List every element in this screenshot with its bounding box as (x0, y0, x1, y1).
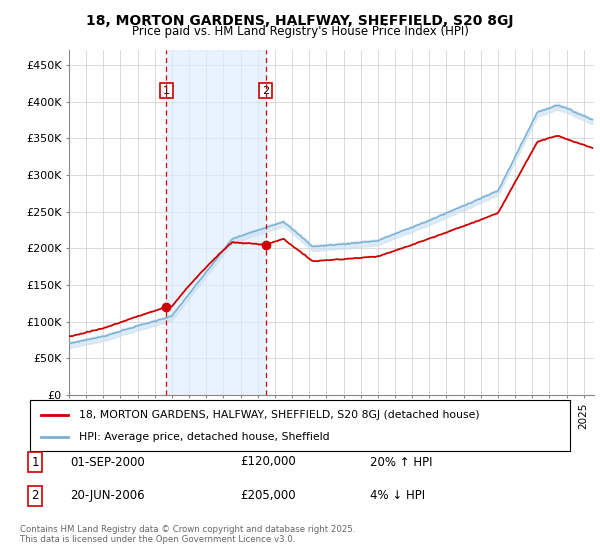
Text: HPI: Average price, detached house, Sheffield: HPI: Average price, detached house, Shef… (79, 432, 329, 442)
Text: 20% ↑ HPI: 20% ↑ HPI (370, 455, 433, 469)
Text: 20-JUN-2006: 20-JUN-2006 (70, 489, 145, 502)
Text: £205,000: £205,000 (240, 489, 296, 502)
Bar (166, 50, 266, 395)
Text: 1: 1 (163, 86, 170, 96)
Text: 1: 1 (31, 455, 39, 469)
Text: 18, MORTON GARDENS, HALFWAY, SHEFFIELD, S20 8GJ: 18, MORTON GARDENS, HALFWAY, SHEFFIELD, … (86, 14, 514, 28)
Text: Contains HM Land Registry data © Crown copyright and database right 2025.
This d: Contains HM Land Registry data © Crown c… (20, 525, 355, 544)
Text: £120,000: £120,000 (240, 455, 296, 469)
Text: 01-SEP-2000: 01-SEP-2000 (70, 455, 145, 469)
Text: Price paid vs. HM Land Registry's House Price Index (HPI): Price paid vs. HM Land Registry's House … (131, 25, 469, 38)
Text: 4% ↓ HPI: 4% ↓ HPI (370, 489, 425, 502)
Text: 2: 2 (31, 489, 39, 502)
Text: 2: 2 (262, 86, 269, 96)
Text: 18, MORTON GARDENS, HALFWAY, SHEFFIELD, S20 8GJ (detached house): 18, MORTON GARDENS, HALFWAY, SHEFFIELD, … (79, 409, 479, 419)
